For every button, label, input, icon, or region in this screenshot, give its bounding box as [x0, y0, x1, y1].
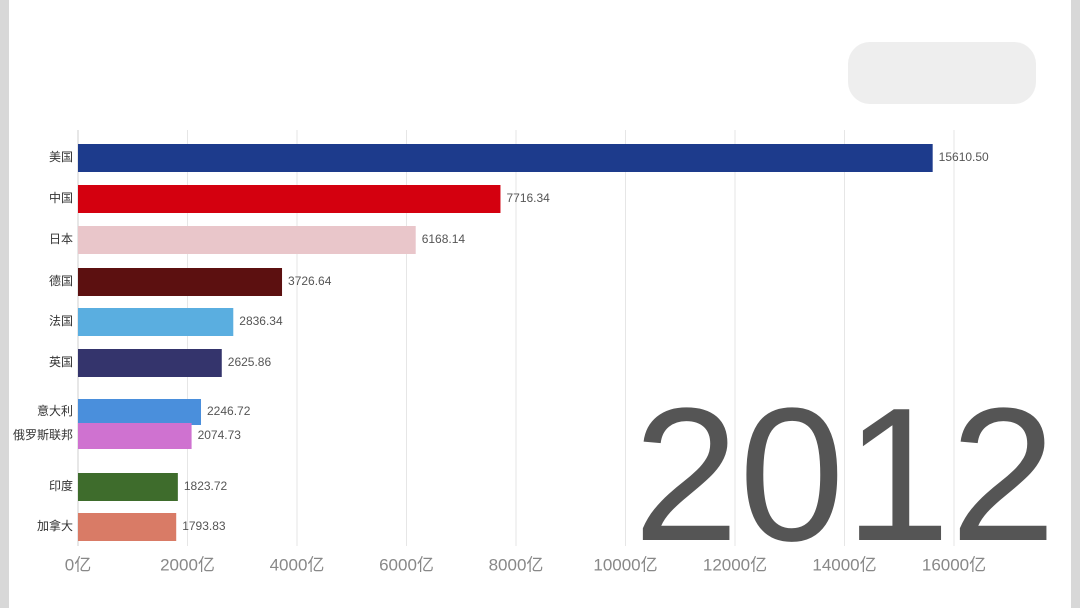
- bars: 美国 15610.50 中国 7716.34 日本 6168.14 德国 3726.64 法国 2…: [13, 144, 989, 541]
- bar: [78, 308, 234, 336]
- bar: [78, 144, 933, 172]
- category-label: 英国: [49, 355, 73, 369]
- year-label: 2012: [633, 369, 1056, 581]
- value-label: 2625.86: [228, 355, 272, 369]
- category-label: 法国: [49, 314, 73, 328]
- bar: [78, 513, 177, 541]
- x-tick-label: 0亿: [65, 555, 91, 574]
- category-label: 德国: [49, 273, 73, 288]
- value-label: 6168.14: [422, 232, 466, 246]
- bar: [78, 473, 178, 501]
- category-label: 美国: [49, 150, 73, 164]
- x-tick-label: 12000亿: [703, 555, 767, 574]
- x-tick-label: 16000亿: [922, 555, 986, 574]
- edge-strip: [1071, 0, 1080, 608]
- x-tick-label: 2000亿: [160, 555, 215, 574]
- x-tick-label: 10000亿: [593, 555, 657, 574]
- value-label: 2836.34: [239, 314, 283, 328]
- x-tick-label: 4000亿: [270, 555, 325, 574]
- bar: [78, 226, 416, 254]
- category-label: 意大利: [37, 403, 73, 418]
- bar: [78, 399, 202, 425]
- value-label: 1793.83: [182, 519, 226, 533]
- bar: [78, 423, 192, 449]
- grid: 0亿 2000亿 4000亿 6000亿 8000亿 10000亿 12000亿 14000亿…: [65, 130, 986, 574]
- edge-strip: [0, 0, 9, 608]
- bar: [78, 185, 501, 213]
- x-tick-label: 14000亿: [812, 555, 876, 574]
- value-label: 3726.64: [288, 274, 332, 288]
- watermark-blur: [848, 42, 1036, 104]
- value-label: 2074.73: [198, 428, 242, 442]
- category-label: 加拿大: [37, 518, 73, 533]
- bar: [78, 268, 283, 296]
- x-tick-label: 6000亿: [379, 555, 434, 574]
- category-label: 俄罗斯联邦: [13, 428, 73, 442]
- value-label: 15610.50: [939, 150, 989, 164]
- category-label: 中国: [49, 190, 73, 205]
- value-label: 7716.34: [506, 191, 550, 205]
- value-label: 1823.72: [184, 479, 228, 493]
- category-label: 印度: [49, 478, 73, 493]
- x-tick-label: 8000亿: [489, 555, 544, 574]
- value-label: 2246.72: [207, 404, 251, 418]
- bar: [78, 349, 222, 377]
- category-label: 日本: [49, 232, 73, 246]
